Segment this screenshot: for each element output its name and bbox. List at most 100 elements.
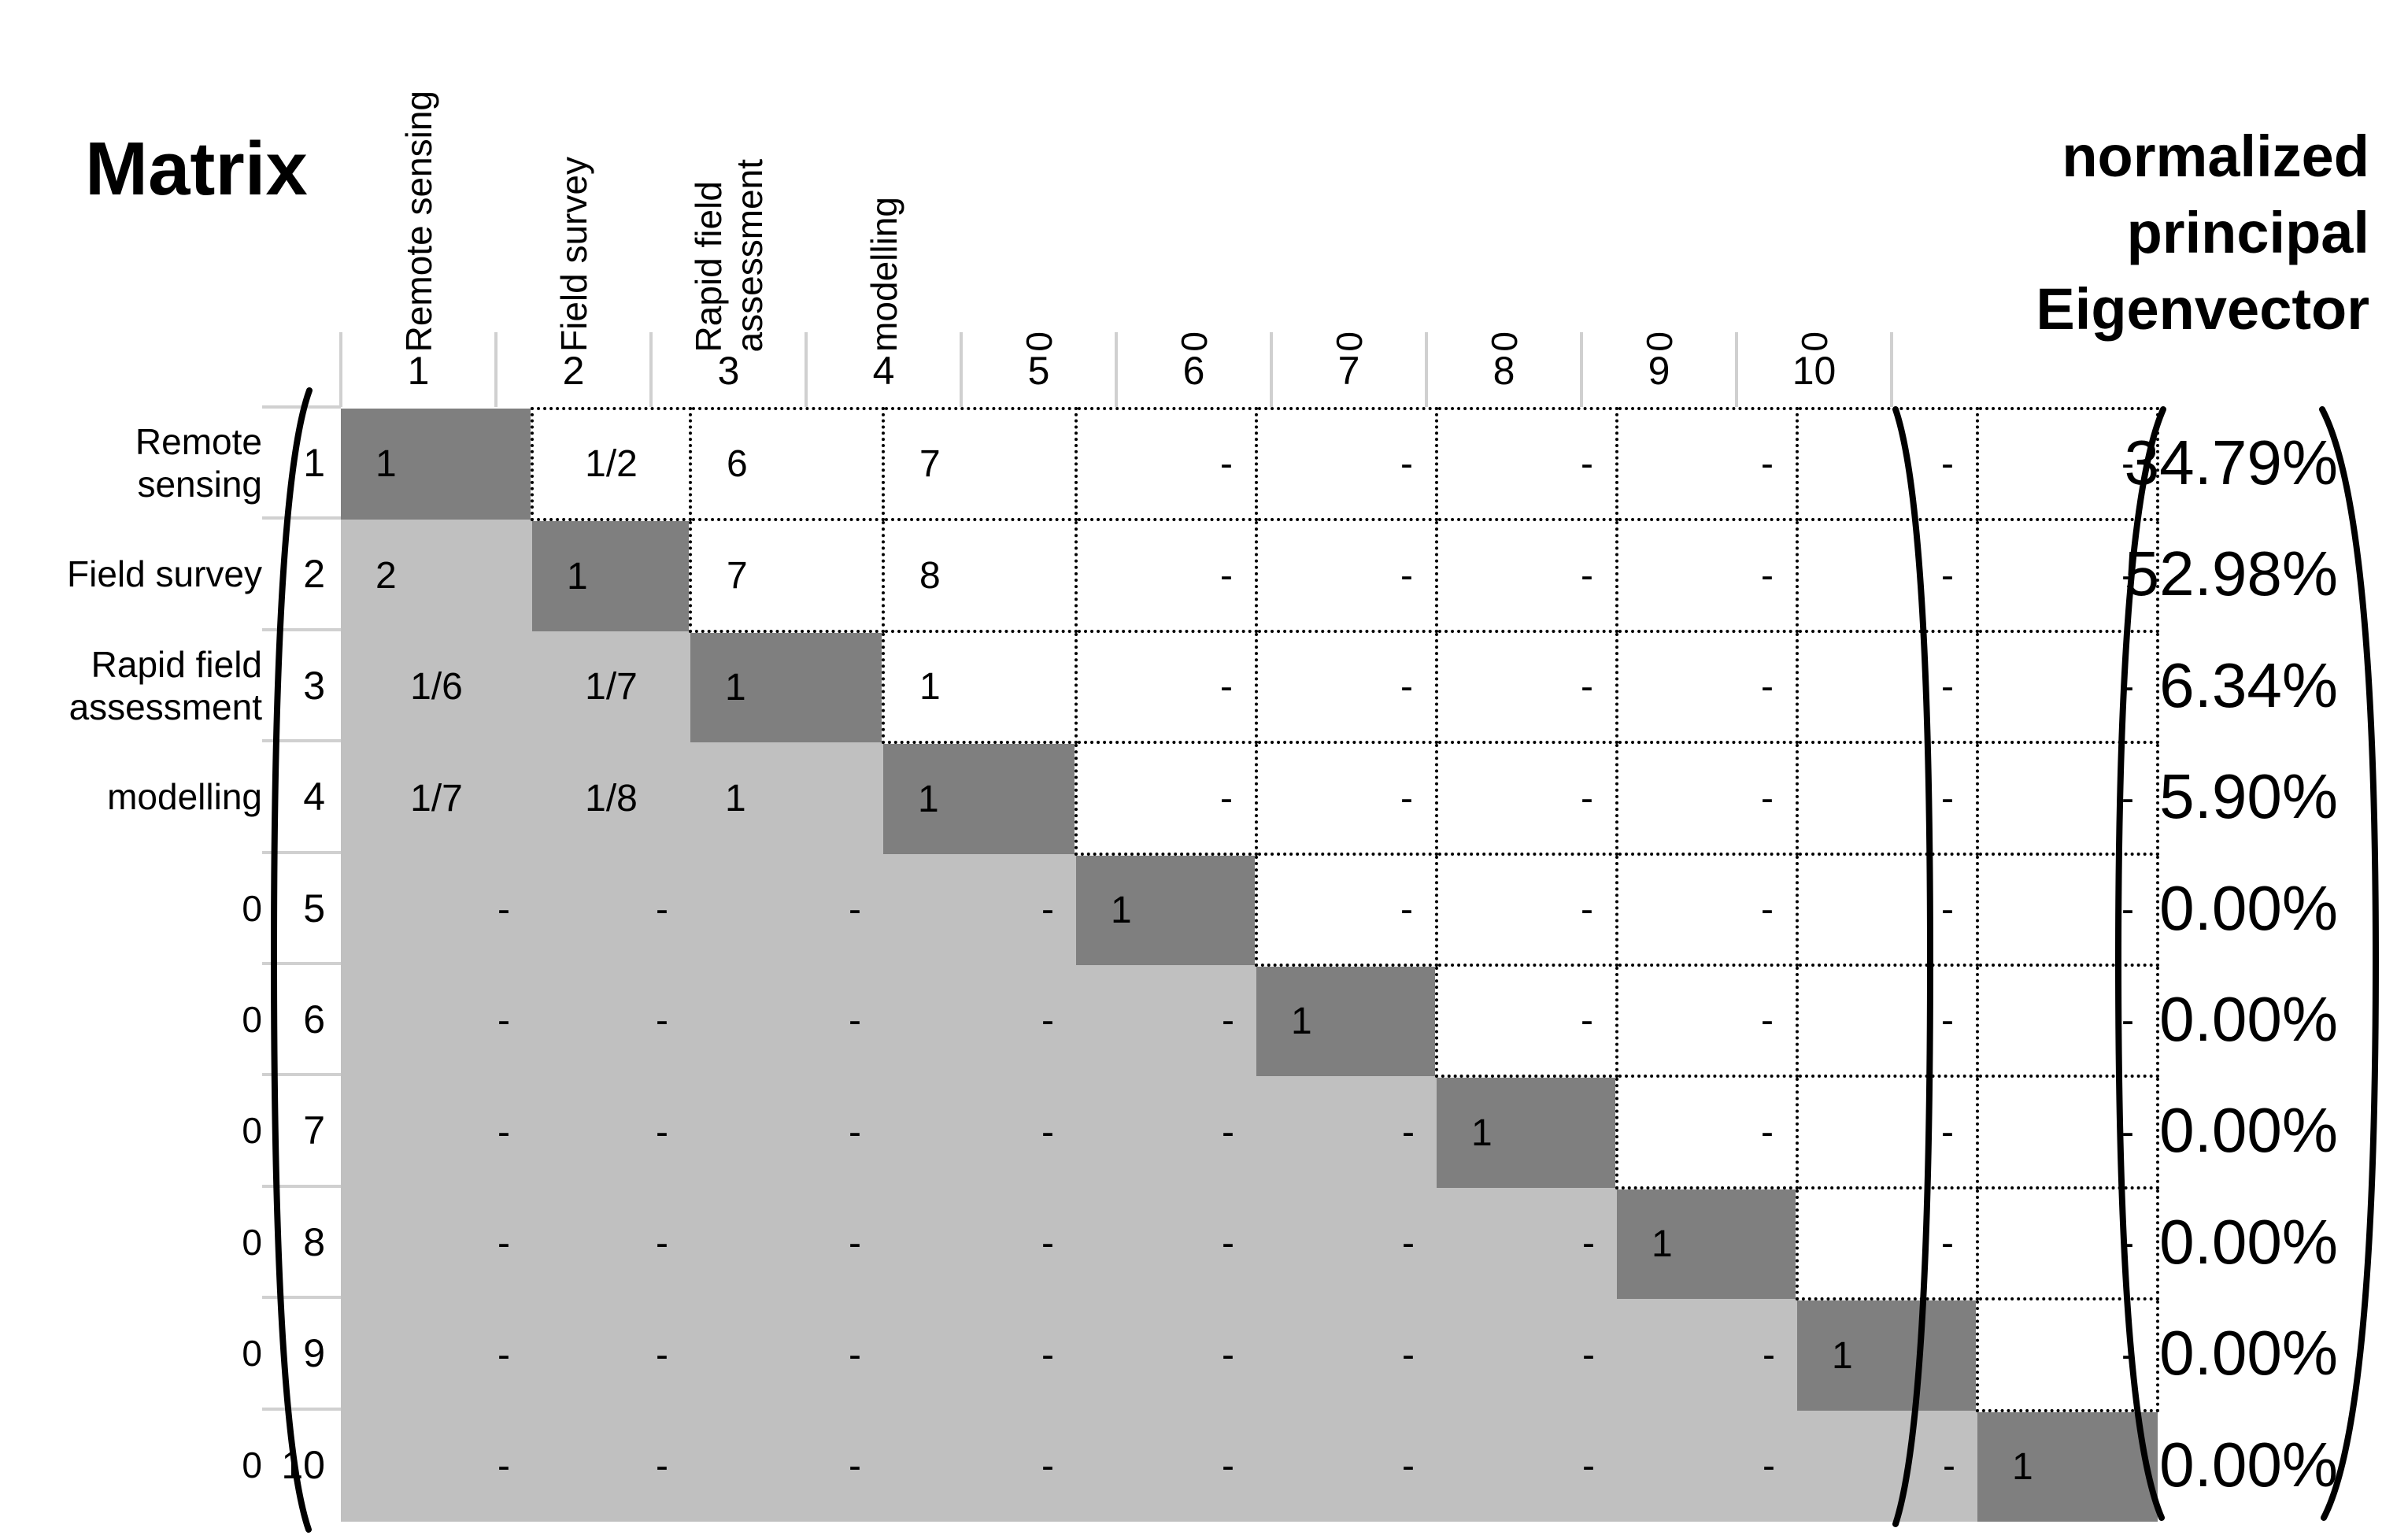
matrix-cell: - [690, 1299, 883, 1411]
row-number-text: 8 [303, 1219, 325, 1264]
row-label: 0 [242, 1333, 262, 1374]
row-number: 9 [276, 1297, 333, 1409]
row-number: 6 [276, 964, 333, 1075]
matrix-cell: - [1615, 518, 1799, 633]
row-number-text: 2 [303, 552, 325, 596]
gridline-stub [960, 332, 963, 407]
row-number: 8 [276, 1186, 333, 1297]
matrix-cell: - [1796, 1186, 1979, 1300]
col-header-8: 0 [1426, 0, 1581, 352]
matrix-cell: - [1796, 518, 1979, 633]
matrix-cell: - [883, 1188, 1076, 1299]
matrix-cell: - [532, 1411, 690, 1522]
matrix-cell: - [1796, 1075, 1979, 1189]
row-number: 10 [276, 1409, 333, 1520]
matrix-cell: 1 [883, 742, 1076, 854]
col-header-6: 0 [1116, 0, 1271, 352]
matrix-cell: 7 [689, 518, 885, 633]
row-number-text: 6 [303, 997, 325, 1041]
row-number-text: 10 [281, 1442, 325, 1487]
eigenvector-value: 0.00% [2159, 872, 2338, 943]
gridline-stub [1890, 332, 1893, 407]
row-label: Remote sensing [135, 420, 262, 505]
eigenvector-title: normalized principal Eigenvector [2036, 124, 2369, 342]
matrix-cell: - [341, 1076, 532, 1188]
matrix-cell: - [1256, 1188, 1437, 1299]
matrix-cell: - [1255, 518, 1438, 633]
matrix-cell: 6 [689, 407, 885, 521]
matrix-cell: - [1435, 853, 1618, 967]
matrix-cell: 1/6 [341, 631, 532, 742]
matrix-cell: - [1075, 630, 1258, 744]
matrix-cell: - [341, 854, 532, 965]
matrix-row: 1 1/2 6 7- - - - - - [341, 407, 2159, 521]
matrix-cell: 1 [690, 631, 883, 742]
matrix-cell: - [1255, 741, 1438, 856]
col-header-9: 0 [1581, 0, 1737, 352]
matrix-cell: - [1615, 741, 1799, 856]
eigenvector-value: 5.90% [2159, 761, 2338, 831]
matrix-cell: 7 [882, 407, 1078, 521]
matrix-cell: - [1435, 407, 1618, 521]
matrix-cell: - [883, 965, 1076, 1076]
matrix-cell: - [1435, 741, 1618, 856]
col-header-label: modelling [863, 197, 904, 352]
matrix-cell: - [1615, 1075, 1799, 1189]
eigenvector-value: 0.00% [2159, 1206, 2338, 1277]
col-header-label: Remote sensing [398, 90, 439, 352]
row-number-text: 7 [303, 1108, 325, 1152]
matrix-cell: - [1796, 407, 1979, 521]
col-number: 10 [1792, 348, 1837, 393]
row-number: 3 [276, 630, 333, 741]
col-header-label: Rapid field assessment [687, 158, 770, 352]
row-label: 0 [242, 998, 262, 1040]
row-number: 5 [276, 853, 333, 964]
matrix-cell: - [883, 1076, 1076, 1188]
matrix-cell: - [1255, 853, 1438, 967]
matrix-cell: - [690, 965, 883, 1076]
gridline-stub [339, 332, 342, 407]
eigenvector-value: 34.79% [2124, 427, 2338, 498]
gridline-stub [494, 332, 498, 407]
matrix-cell: - [1076, 1411, 1256, 1522]
matrix-cell: - [532, 1299, 690, 1411]
matrix-cell: - [690, 1411, 883, 1522]
row-number: 1 [276, 407, 333, 518]
matrix-cell: - [1796, 964, 1979, 1078]
matrix-cell: 1 [1797, 1299, 1977, 1411]
matrix-cell: - [690, 1188, 883, 1299]
matrix-cell: - [1075, 741, 1258, 856]
matrix-cell: - [1075, 518, 1258, 633]
matrix-cell: - [883, 854, 1076, 965]
gridline-stub [1270, 332, 1273, 407]
matrix-cell: 2 [341, 520, 532, 631]
matrix-cell: - [532, 1076, 690, 1188]
row-label: 0 [242, 887, 262, 929]
matrix-row: --------1- [341, 1297, 2159, 1412]
col-number: 5 [1027, 348, 1050, 393]
eigenvector-value: 0.00% [2159, 1095, 2338, 1165]
matrix-cell: - [1617, 1299, 1797, 1411]
matrix-cell: - [341, 1411, 532, 1522]
row-label: 0 [242, 1444, 262, 1485]
row-number: 7 [276, 1075, 333, 1186]
matrix-title: Matrix [85, 127, 308, 211]
gridline-stub [1425, 332, 1428, 407]
col-header-2: Field survey [496, 0, 651, 352]
matrix-cell: - [1256, 1411, 1437, 1522]
gridline-stub [1580, 332, 1583, 407]
matrix-cell: - [1435, 964, 1618, 1078]
row-label: modelling [107, 776, 262, 817]
col-number: 8 [1493, 348, 1515, 393]
matrix-cell: 1 [690, 742, 883, 854]
matrix-cell: 1 [1256, 965, 1437, 1076]
row-number-text: 4 [303, 775, 325, 819]
row-label: 0 [242, 1221, 262, 1263]
col-number: 6 [1182, 348, 1205, 393]
matrix-row: ------1--- [341, 1075, 2159, 1189]
matrix-cell: - [1617, 1411, 1797, 1522]
matrix-cell: - [1615, 964, 1799, 1078]
matrix-cell: 1/7 [341, 742, 532, 854]
